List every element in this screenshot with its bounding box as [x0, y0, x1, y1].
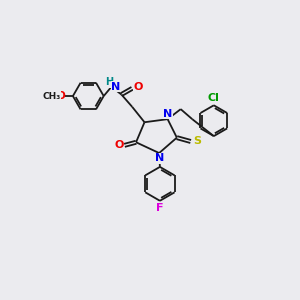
Text: O: O — [114, 140, 124, 150]
Text: O: O — [134, 82, 143, 92]
Text: CH₃: CH₃ — [42, 92, 61, 100]
Text: H: H — [105, 77, 113, 87]
Text: N: N — [154, 153, 164, 164]
Text: N: N — [163, 109, 172, 119]
Text: Cl: Cl — [208, 93, 220, 103]
Text: O: O — [56, 91, 65, 101]
Text: S: S — [193, 136, 201, 146]
Text: N: N — [111, 82, 121, 92]
Text: F: F — [156, 203, 164, 213]
